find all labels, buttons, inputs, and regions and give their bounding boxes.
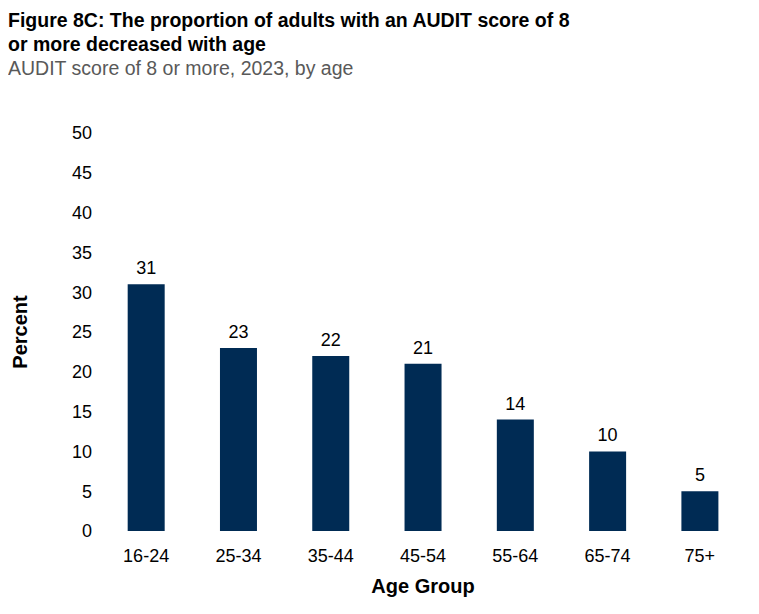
- svg-text:0: 0: [82, 521, 92, 541]
- svg-text:23: 23: [228, 322, 248, 342]
- svg-text:Age Group: Age Group: [371, 575, 474, 597]
- html-text:AUDIT score of 8 or more, 2023: AUDIT score of 8 or more, 2023, by age: [8, 57, 354, 79]
- svg-text:31: 31: [136, 258, 156, 278]
- svg-text:10: 10: [72, 442, 92, 462]
- svg-text:21: 21: [413, 338, 433, 358]
- svg-text:25: 25: [72, 322, 92, 342]
- svg-text:20: 20: [72, 362, 92, 382]
- svg-text:15: 15: [72, 402, 92, 422]
- svg-text:45: 45: [72, 163, 92, 183]
- svg-text:5: 5: [82, 482, 92, 502]
- svg-text:5: 5: [695, 465, 705, 485]
- svg-text:Percent: Percent: [9, 295, 31, 369]
- svg-text:30: 30: [72, 283, 92, 303]
- svg-text:16-24: 16-24: [123, 546, 169, 566]
- svg-text:35-44: 35-44: [308, 546, 354, 566]
- svg-text:35: 35: [72, 243, 92, 263]
- html-text:Figure 8C: The proportion of a: Figure 8C: The proportion of adults with…: [8, 9, 570, 55]
- svg-text:14: 14: [505, 394, 525, 414]
- svg-text:25-34: 25-34: [215, 546, 261, 566]
- svg-text:22: 22: [321, 330, 341, 350]
- svg-text:75+: 75+: [685, 546, 716, 566]
- svg-text:10: 10: [598, 425, 618, 445]
- svg-text:55-64: 55-64: [492, 546, 538, 566]
- svg-text:45-54: 45-54: [400, 546, 446, 566]
- svg-text:50: 50: [72, 123, 92, 143]
- svg-text:40: 40: [72, 203, 92, 223]
- svg-text:65-74: 65-74: [585, 546, 631, 566]
